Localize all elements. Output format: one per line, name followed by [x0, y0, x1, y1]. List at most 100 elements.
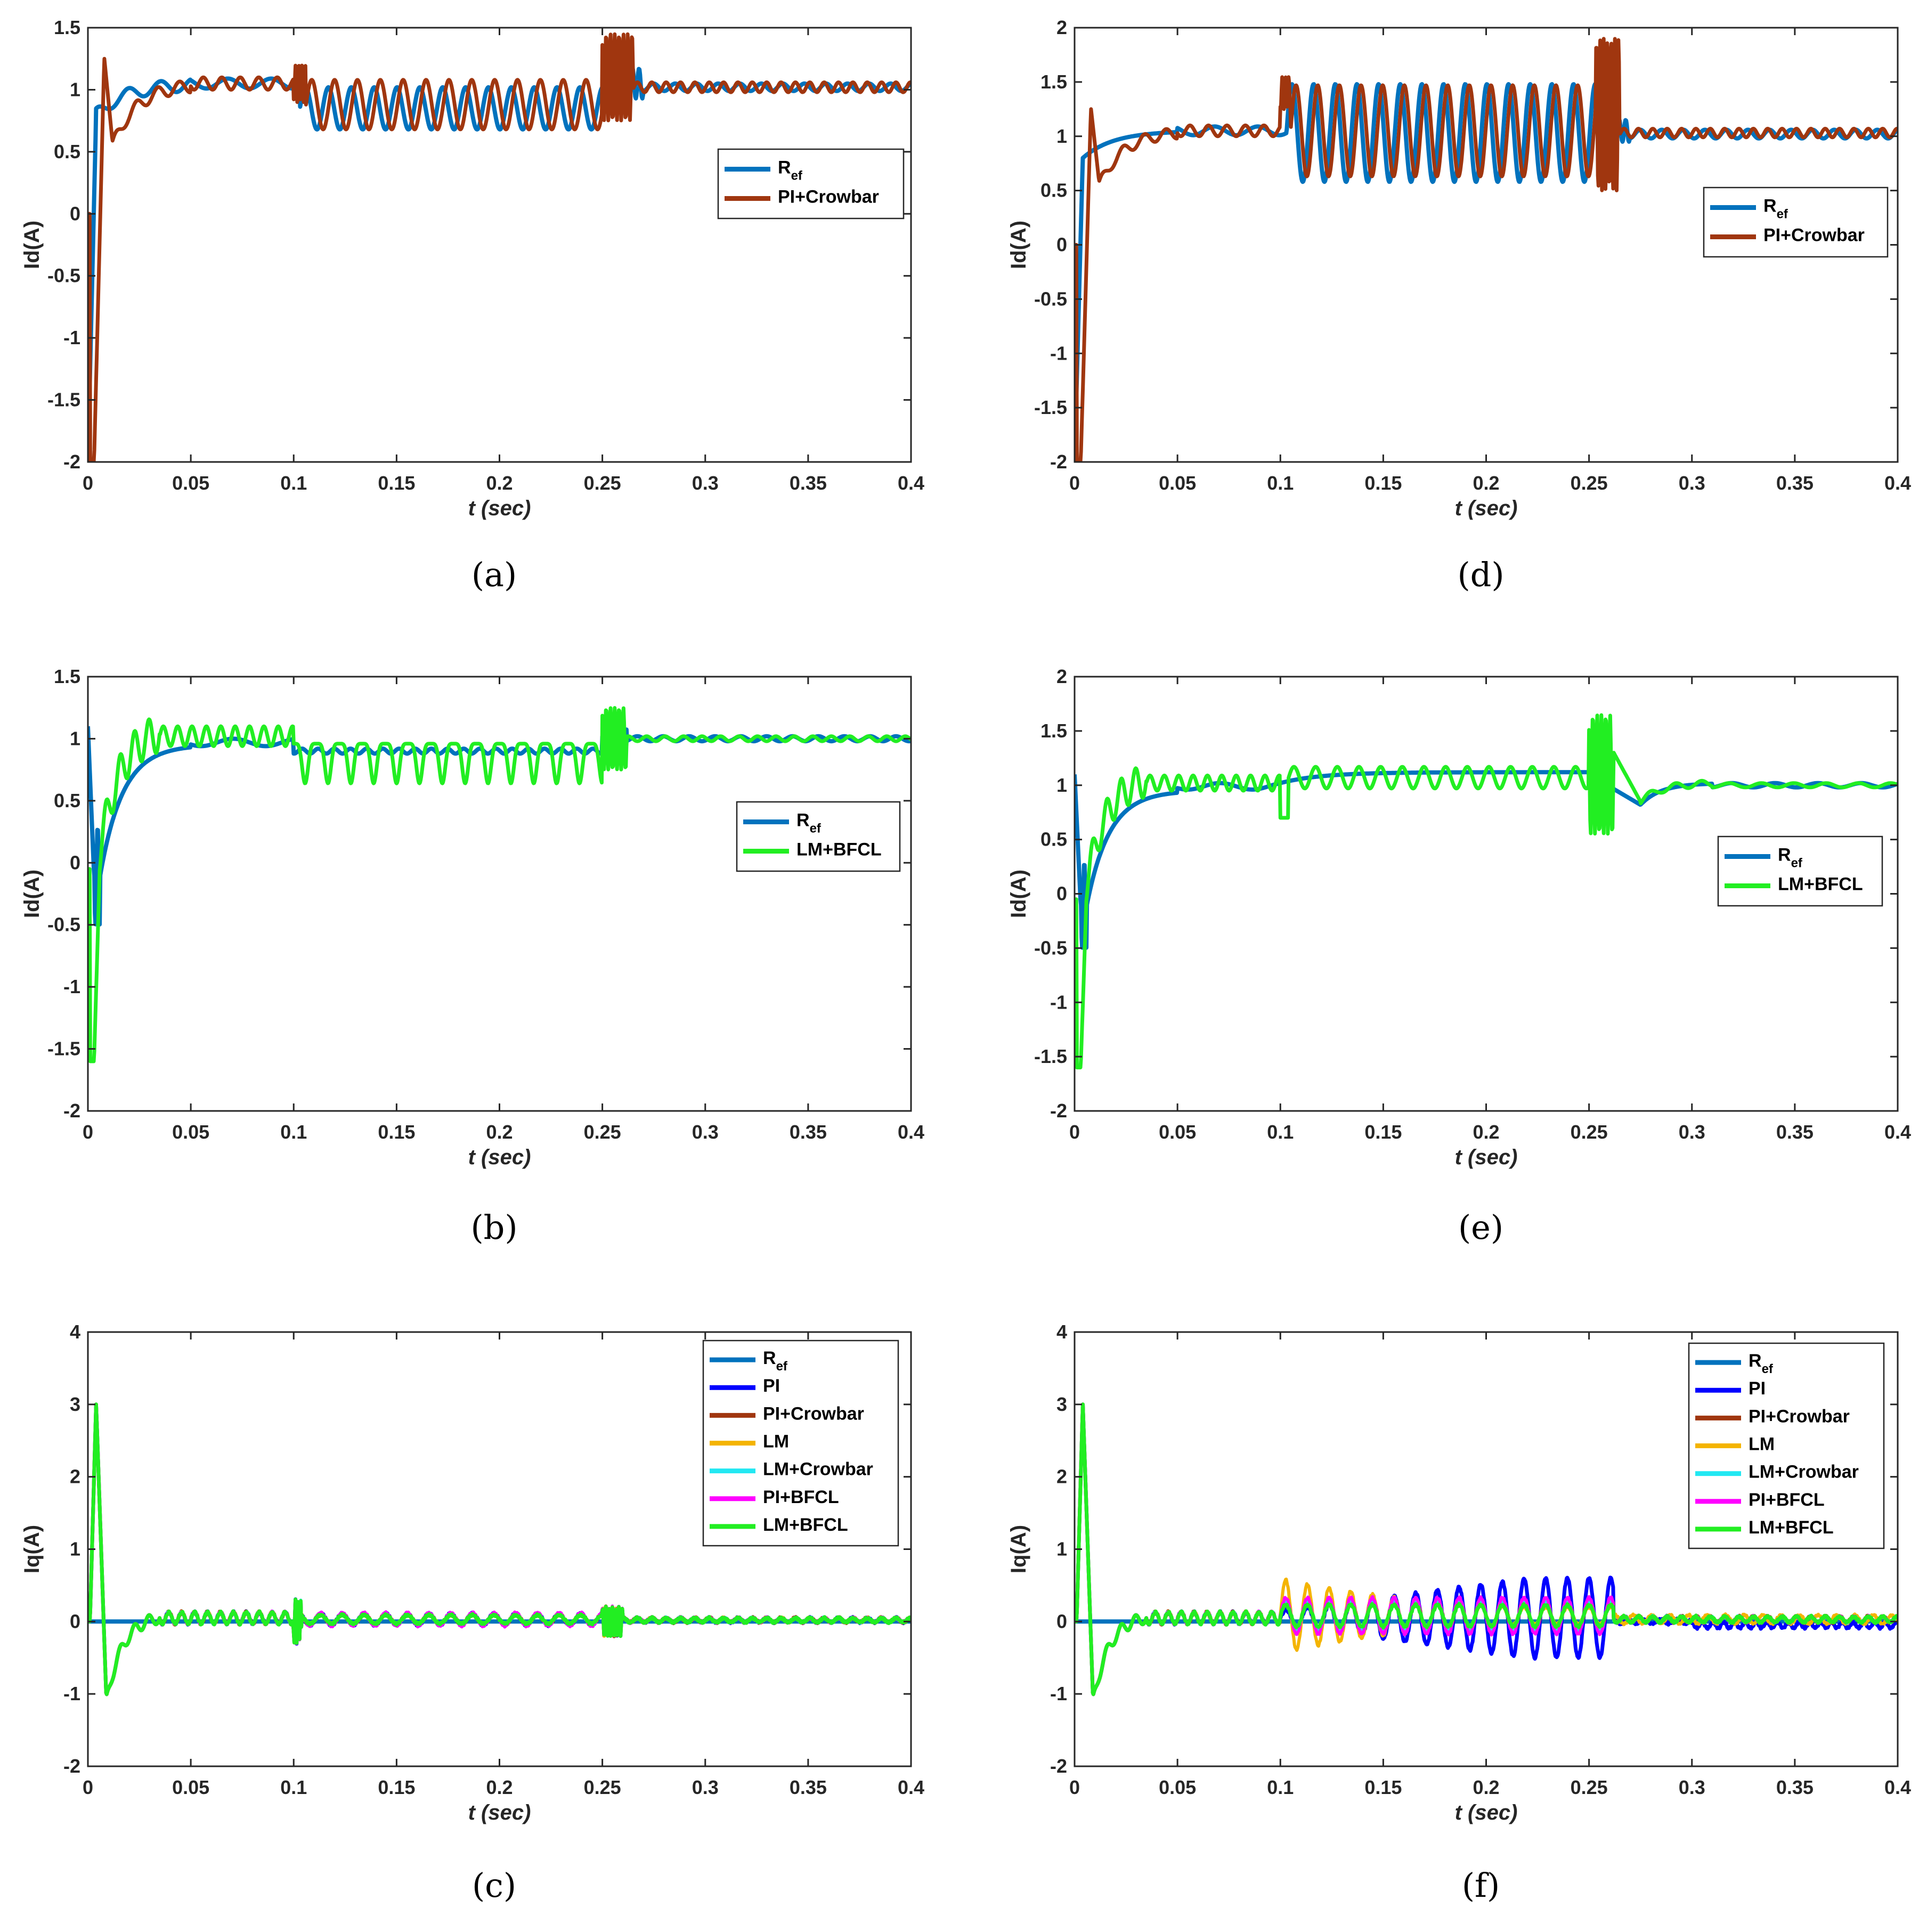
chart-panel-d: 0 0.05 0.1 0.15 0.2 0.25 0.3 0.35 0.4 -2 -1.5 -1 -0.… [1007, 17, 1911, 594]
legend-entry: PI+BFCL [763, 1487, 839, 1507]
series-group [1075, 37, 1898, 462]
legend-entry-subscript: ef [1791, 856, 1803, 871]
y-tick-label: -1 [1050, 342, 1067, 364]
y-tick-label: 1 [70, 78, 80, 100]
y-tick-label: -2 [1050, 1755, 1067, 1777]
legend: RefPIPI+CrowbarLMLM+CrowbarPI+BFCLLM+BFC… [1688, 1342, 1885, 1549]
y-axis-label: Iq(A) [20, 1525, 44, 1573]
legend-entry: LM+Crowbar [763, 1459, 873, 1480]
y-tick-label: -0.5 [1034, 288, 1067, 310]
chart-panel-c: 0 0.05 0.1 0.15 0.2 0.25 0.3 0.35 0.4 -2 -1 0 1 2 3 4 t … [20, 1321, 924, 1905]
x-tick-label: 0 [83, 1776, 93, 1798]
x-tick-label: 0.1 [280, 472, 307, 494]
x-tick-label: 0.2 [1473, 1121, 1499, 1143]
y-tick-label: -1 [1050, 991, 1067, 1013]
x-tick-label: 0.15 [1364, 472, 1402, 494]
y-tick-label: 1 [70, 1538, 80, 1560]
x-tick-label: 0.35 [1776, 472, 1814, 494]
legend: RefPIPI+CrowbarLMLM+CrowbarPI+BFCLLM+BFC… [702, 1340, 899, 1547]
x-tick-label: 0.2 [1473, 472, 1499, 494]
x-tick-label: 0.05 [172, 1121, 209, 1143]
series-group [1075, 713, 1898, 1069]
x-tick-label: 0.4 [898, 1121, 924, 1143]
legend-entry-subscript: ef [1777, 207, 1788, 222]
y-tick-label: -1.5 [1034, 1045, 1067, 1067]
x-tick-label: 0.1 [280, 1776, 307, 1798]
x-tick-label: 0.25 [1571, 1121, 1608, 1143]
x-tick-label: 0.1 [1267, 1776, 1294, 1798]
legend-entry: LM [763, 1432, 789, 1452]
legend-entry-subscript: ef [810, 822, 822, 836]
legend-entry: PI+BFCL [1749, 1490, 1825, 1510]
y-axis-label: Id(A) [20, 221, 44, 269]
legend-entry: LM+BFCL [796, 840, 882, 860]
y-tick-label: 2 [70, 1466, 80, 1488]
legend-entry: PI+Crowbar [763, 1403, 864, 1424]
y-tick-label: -2 [1050, 1100, 1067, 1122]
y-tick-label: 0.5 [54, 141, 80, 163]
chart-panel-a: 0 0.05 0.1 0.15 0.2 0.25 0.3 0.35 0.4 -2 -1.5 -1 -0.… [20, 17, 924, 594]
legend-entry: LM+BFCL [1778, 874, 1863, 895]
x-tick-label: 0.15 [1364, 1776, 1402, 1798]
panel-caption: (e) [1458, 1208, 1503, 1247]
x-tick-label: 0.3 [692, 1776, 719, 1798]
x-tick-label: 0.4 [1884, 1121, 1911, 1143]
y-tick-label: -1 [1050, 1683, 1067, 1704]
y-axis-label: Id(A) [20, 870, 44, 918]
x-axis-label: t (sec) [1455, 1146, 1518, 1169]
x-tick-label: 0.25 [584, 1121, 621, 1143]
x-axis-label: t (sec) [468, 1801, 531, 1824]
x-tick-label: 0.1 [1267, 1121, 1294, 1143]
x-tick-label: 0.05 [1159, 472, 1196, 494]
x-tick-label: 0.35 [1776, 1121, 1814, 1143]
x-tick-label: 0.4 [898, 1776, 924, 1798]
x-tick-label: 0.3 [1679, 1121, 1705, 1143]
x-tick-label: 0.25 [1571, 472, 1608, 494]
legend-entry: LM [1749, 1434, 1775, 1455]
legend-entry: PI+Crowbar [1749, 1406, 1850, 1426]
series-line-lm-bfcl [1075, 1402, 1898, 1696]
x-tick-label: 0.35 [790, 472, 827, 494]
y-tick-label: 0.5 [1040, 829, 1067, 850]
legend-entry: LM+BFCL [1749, 1517, 1834, 1538]
legend-box [736, 801, 901, 872]
y-tick-label: 4 [70, 1321, 80, 1343]
x-tick-label: 0.35 [790, 1776, 827, 1798]
legend-entry: LM+Crowbar [1749, 1462, 1859, 1482]
legend-box [717, 148, 905, 220]
chart-panel-b: 0 0.05 0.1 0.15 0.2 0.25 0.3 0.35 0.4 -2 -1.5 -1 -0.… [20, 665, 924, 1247]
y-axis-label: Iq(A) [1007, 1525, 1030, 1573]
y-axis-label: Id(A) [1007, 221, 1030, 269]
x-tick-label: 0.05 [1159, 1121, 1196, 1143]
y-tick-label: -1.5 [47, 1038, 80, 1060]
legend-entry-subscript: ef [1762, 1362, 1774, 1376]
x-tick-label: 0 [1069, 472, 1080, 494]
x-axis-label: t (sec) [1455, 497, 1518, 520]
y-tick-label: 1 [1056, 125, 1067, 147]
y-tick-label: 1 [1056, 774, 1067, 796]
x-tick-label: 0 [83, 472, 93, 494]
series-line-lm-bfcl [88, 706, 911, 1064]
x-tick-label: 0.4 [1884, 1776, 1911, 1798]
x-tick-label: 0.2 [486, 1776, 513, 1798]
y-tick-label: -0.5 [47, 265, 80, 287]
chart-panel-e: 0 0.05 0.1 0.15 0.2 0.25 0.3 0.35 0.4 -2 -1.5 -1 -0.… [1007, 665, 1911, 1247]
x-tick-label: 0.3 [692, 472, 719, 494]
y-tick-label: 2 [1056, 1466, 1067, 1488]
x-tick-label: 0.15 [378, 1776, 415, 1798]
legend-entry: LM+BFCL [763, 1515, 848, 1535]
x-tick-label: 0.1 [1267, 472, 1294, 494]
y-tick-label: 3 [1056, 1393, 1067, 1415]
x-tick-label: 0.4 [898, 472, 924, 494]
series-group [88, 32, 911, 462]
y-tick-label: -1.5 [47, 389, 80, 411]
x-tick-label: 0.35 [790, 1121, 827, 1143]
panel-caption: (b) [470, 1208, 517, 1247]
panel-caption: (d) [1457, 555, 1504, 594]
legend-entry-subscript: ef [791, 169, 803, 183]
x-tick-label: 0.25 [584, 472, 621, 494]
x-tick-label: 0.4 [1884, 472, 1911, 494]
